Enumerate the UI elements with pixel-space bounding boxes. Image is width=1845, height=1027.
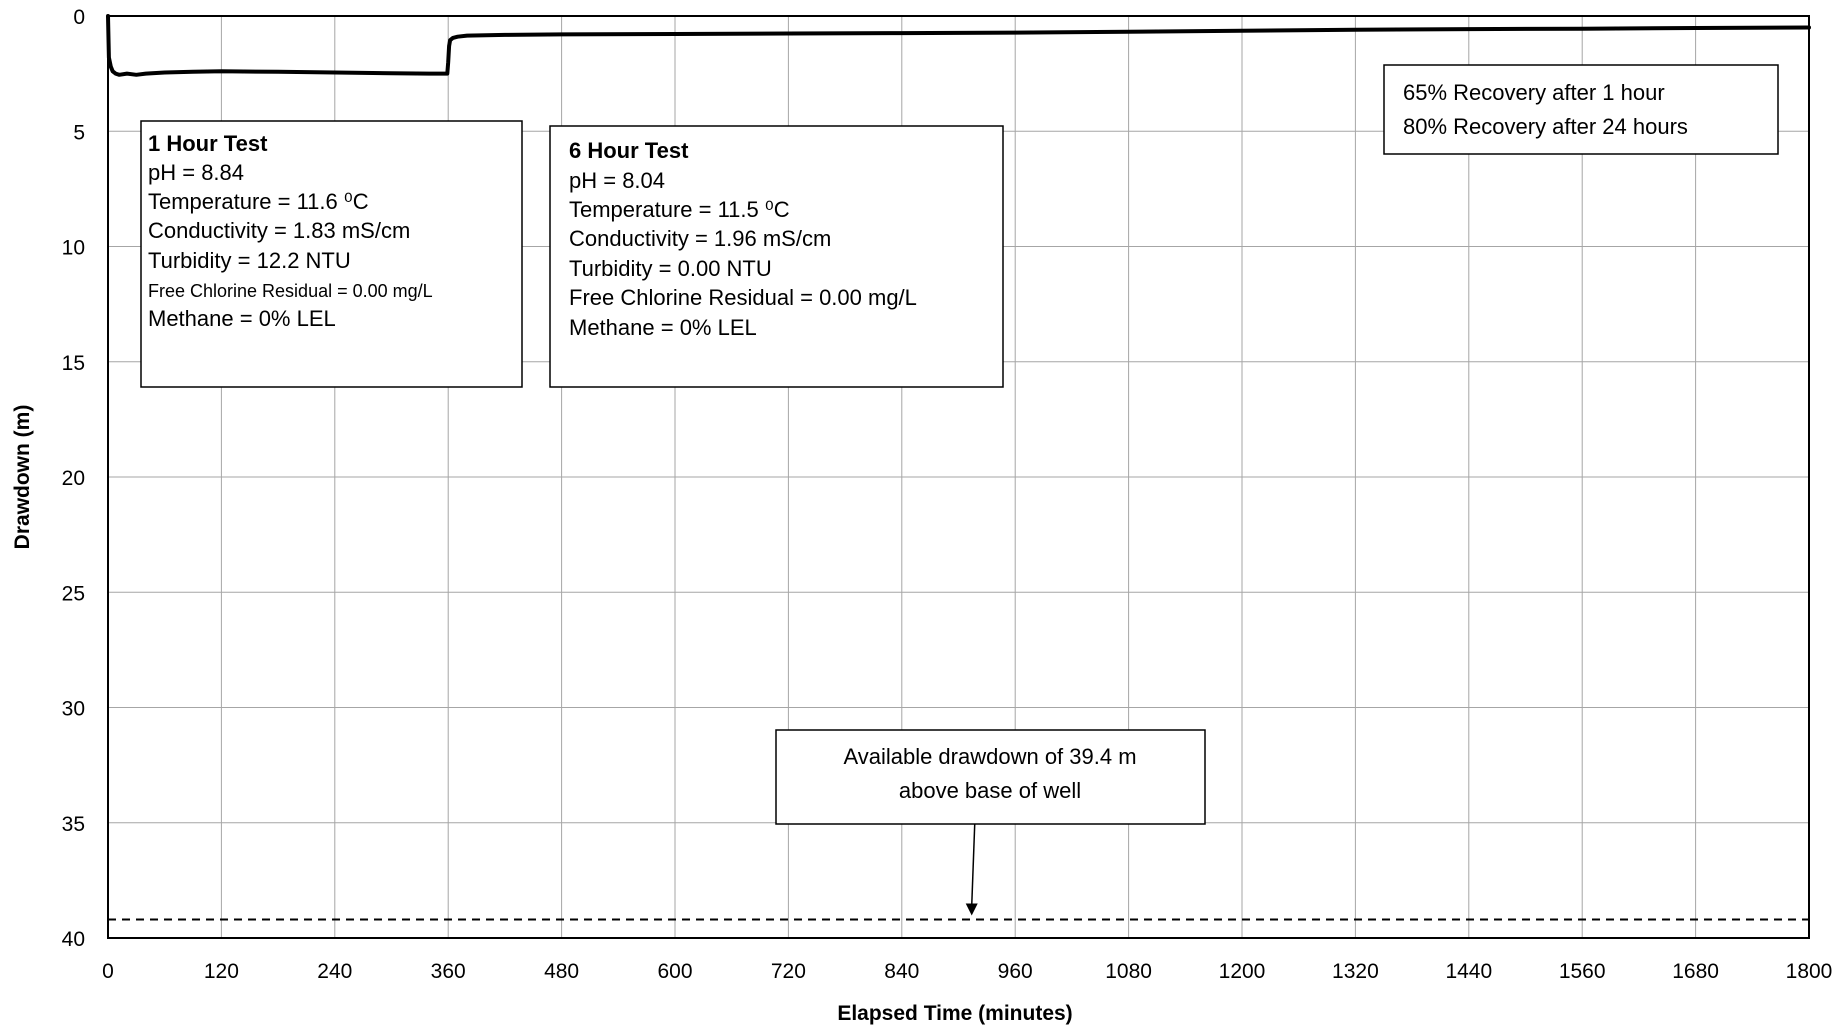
x-tick-label: 1560 xyxy=(1559,960,1606,983)
x-tick-label: 720 xyxy=(771,960,806,983)
y-tick-label: 10 xyxy=(62,237,85,260)
one-hour-test-border xyxy=(140,120,523,388)
x-tick-label: 480 xyxy=(544,960,579,983)
x-tick-label: 360 xyxy=(431,960,466,983)
six-hour-temperature: Temperature = 11.5 ⁰C xyxy=(569,197,790,222)
x-tick-labels: 0 120 240 360 480 600 720 840 960 1080 1200 1320 144… xyxy=(102,960,1832,983)
x-tick-label: 960 xyxy=(998,960,1033,983)
y-tick-labels: 0 5 10 15 20 25 30 35 40 xyxy=(62,6,85,951)
x-tick-label: 1440 xyxy=(1445,960,1492,983)
available-drawdown-line1: Available drawdown of 39.4 m xyxy=(843,744,1136,769)
one-hour-temperature: Temperature = 11.6 ⁰C xyxy=(148,189,369,214)
y-tick-label: 30 xyxy=(62,698,85,721)
arrow-shaft xyxy=(970,823,976,906)
recovery-1-hour: 65% Recovery after 1 hour xyxy=(1403,80,1665,105)
x-tick-label: 1320 xyxy=(1332,960,1379,983)
recovery-border xyxy=(1383,64,1779,155)
one-hour-test-title: 1 Hour Test xyxy=(148,131,268,156)
x-tick-label: 600 xyxy=(657,960,692,983)
series-group xyxy=(106,14,1811,77)
y-tick-label: 35 xyxy=(62,813,85,836)
arrow-head xyxy=(965,903,978,916)
y-tick-label: 0 xyxy=(73,6,85,29)
six-hour-methane: Methane = 0% LEL xyxy=(569,315,757,340)
y-tick-label: 25 xyxy=(62,582,85,605)
one-hour-chlorine: Free Chlorine Residual = 0.00 mg/L xyxy=(148,281,433,301)
x-tick-label: 240 xyxy=(317,960,352,983)
y-tick-label: 40 xyxy=(62,928,85,951)
one-hour-methane: Methane = 0% LEL xyxy=(148,306,336,331)
x-tick-label: 120 xyxy=(204,960,239,983)
available-drawdown-box: Available drawdown of 39.4 m above base … xyxy=(775,729,1206,825)
drawdown-series-line xyxy=(106,14,1811,77)
x-tick-label: 840 xyxy=(884,960,919,983)
x-tick-label: 1680 xyxy=(1672,960,1719,983)
available-drawdown-border xyxy=(775,729,1206,825)
six-hour-conductivity: Conductivity = 1.96 mS/cm xyxy=(569,226,831,251)
x-tick-label: 1080 xyxy=(1105,960,1152,983)
one-hour-turbidity: Turbidity = 12.2 NTU xyxy=(148,248,351,273)
x-tick-label: 1200 xyxy=(1219,960,1266,983)
six-hour-ph: pH = 8.04 xyxy=(569,168,665,193)
plot-area-border xyxy=(107,15,1810,939)
recovery-box: 65% Recovery after 1 hour 80% Recovery a… xyxy=(1383,64,1779,155)
recovery-24-hours: 80% Recovery after 24 hours xyxy=(1403,114,1688,139)
y-tick-label: 5 xyxy=(73,121,85,144)
x-tick-label: 0 xyxy=(102,960,114,983)
six-hour-test-title: 6 Hour Test xyxy=(569,138,689,163)
y-axis-title: Drawdown (m) xyxy=(11,405,34,550)
six-hour-chlorine: Free Chlorine Residual = 0.00 mg/L xyxy=(569,285,917,310)
six-hour-test-box: 6 Hour Test pH = 8.04 Temperature = 11.5… xyxy=(549,125,1004,388)
available-drawdown-arrow xyxy=(965,823,978,916)
y-tick-label: 15 xyxy=(62,352,85,375)
six-hour-turbidity: Turbidity = 0.00 NTU xyxy=(569,256,772,281)
one-hour-test-box: 1 Hour Test pH = 8.84 Temperature = 11.6… xyxy=(140,120,523,388)
x-axis-title: Elapsed Time (minutes) xyxy=(837,1002,1072,1025)
y-tick-label: 20 xyxy=(62,467,85,490)
x-tick-label: 1800 xyxy=(1786,960,1833,983)
six-hour-test-border xyxy=(549,125,1004,388)
available-drawdown-line2: above base of well xyxy=(899,778,1081,803)
one-hour-conductivity: Conductivity = 1.83 mS/cm xyxy=(148,218,410,243)
one-hour-ph: pH = 8.84 xyxy=(148,160,244,185)
